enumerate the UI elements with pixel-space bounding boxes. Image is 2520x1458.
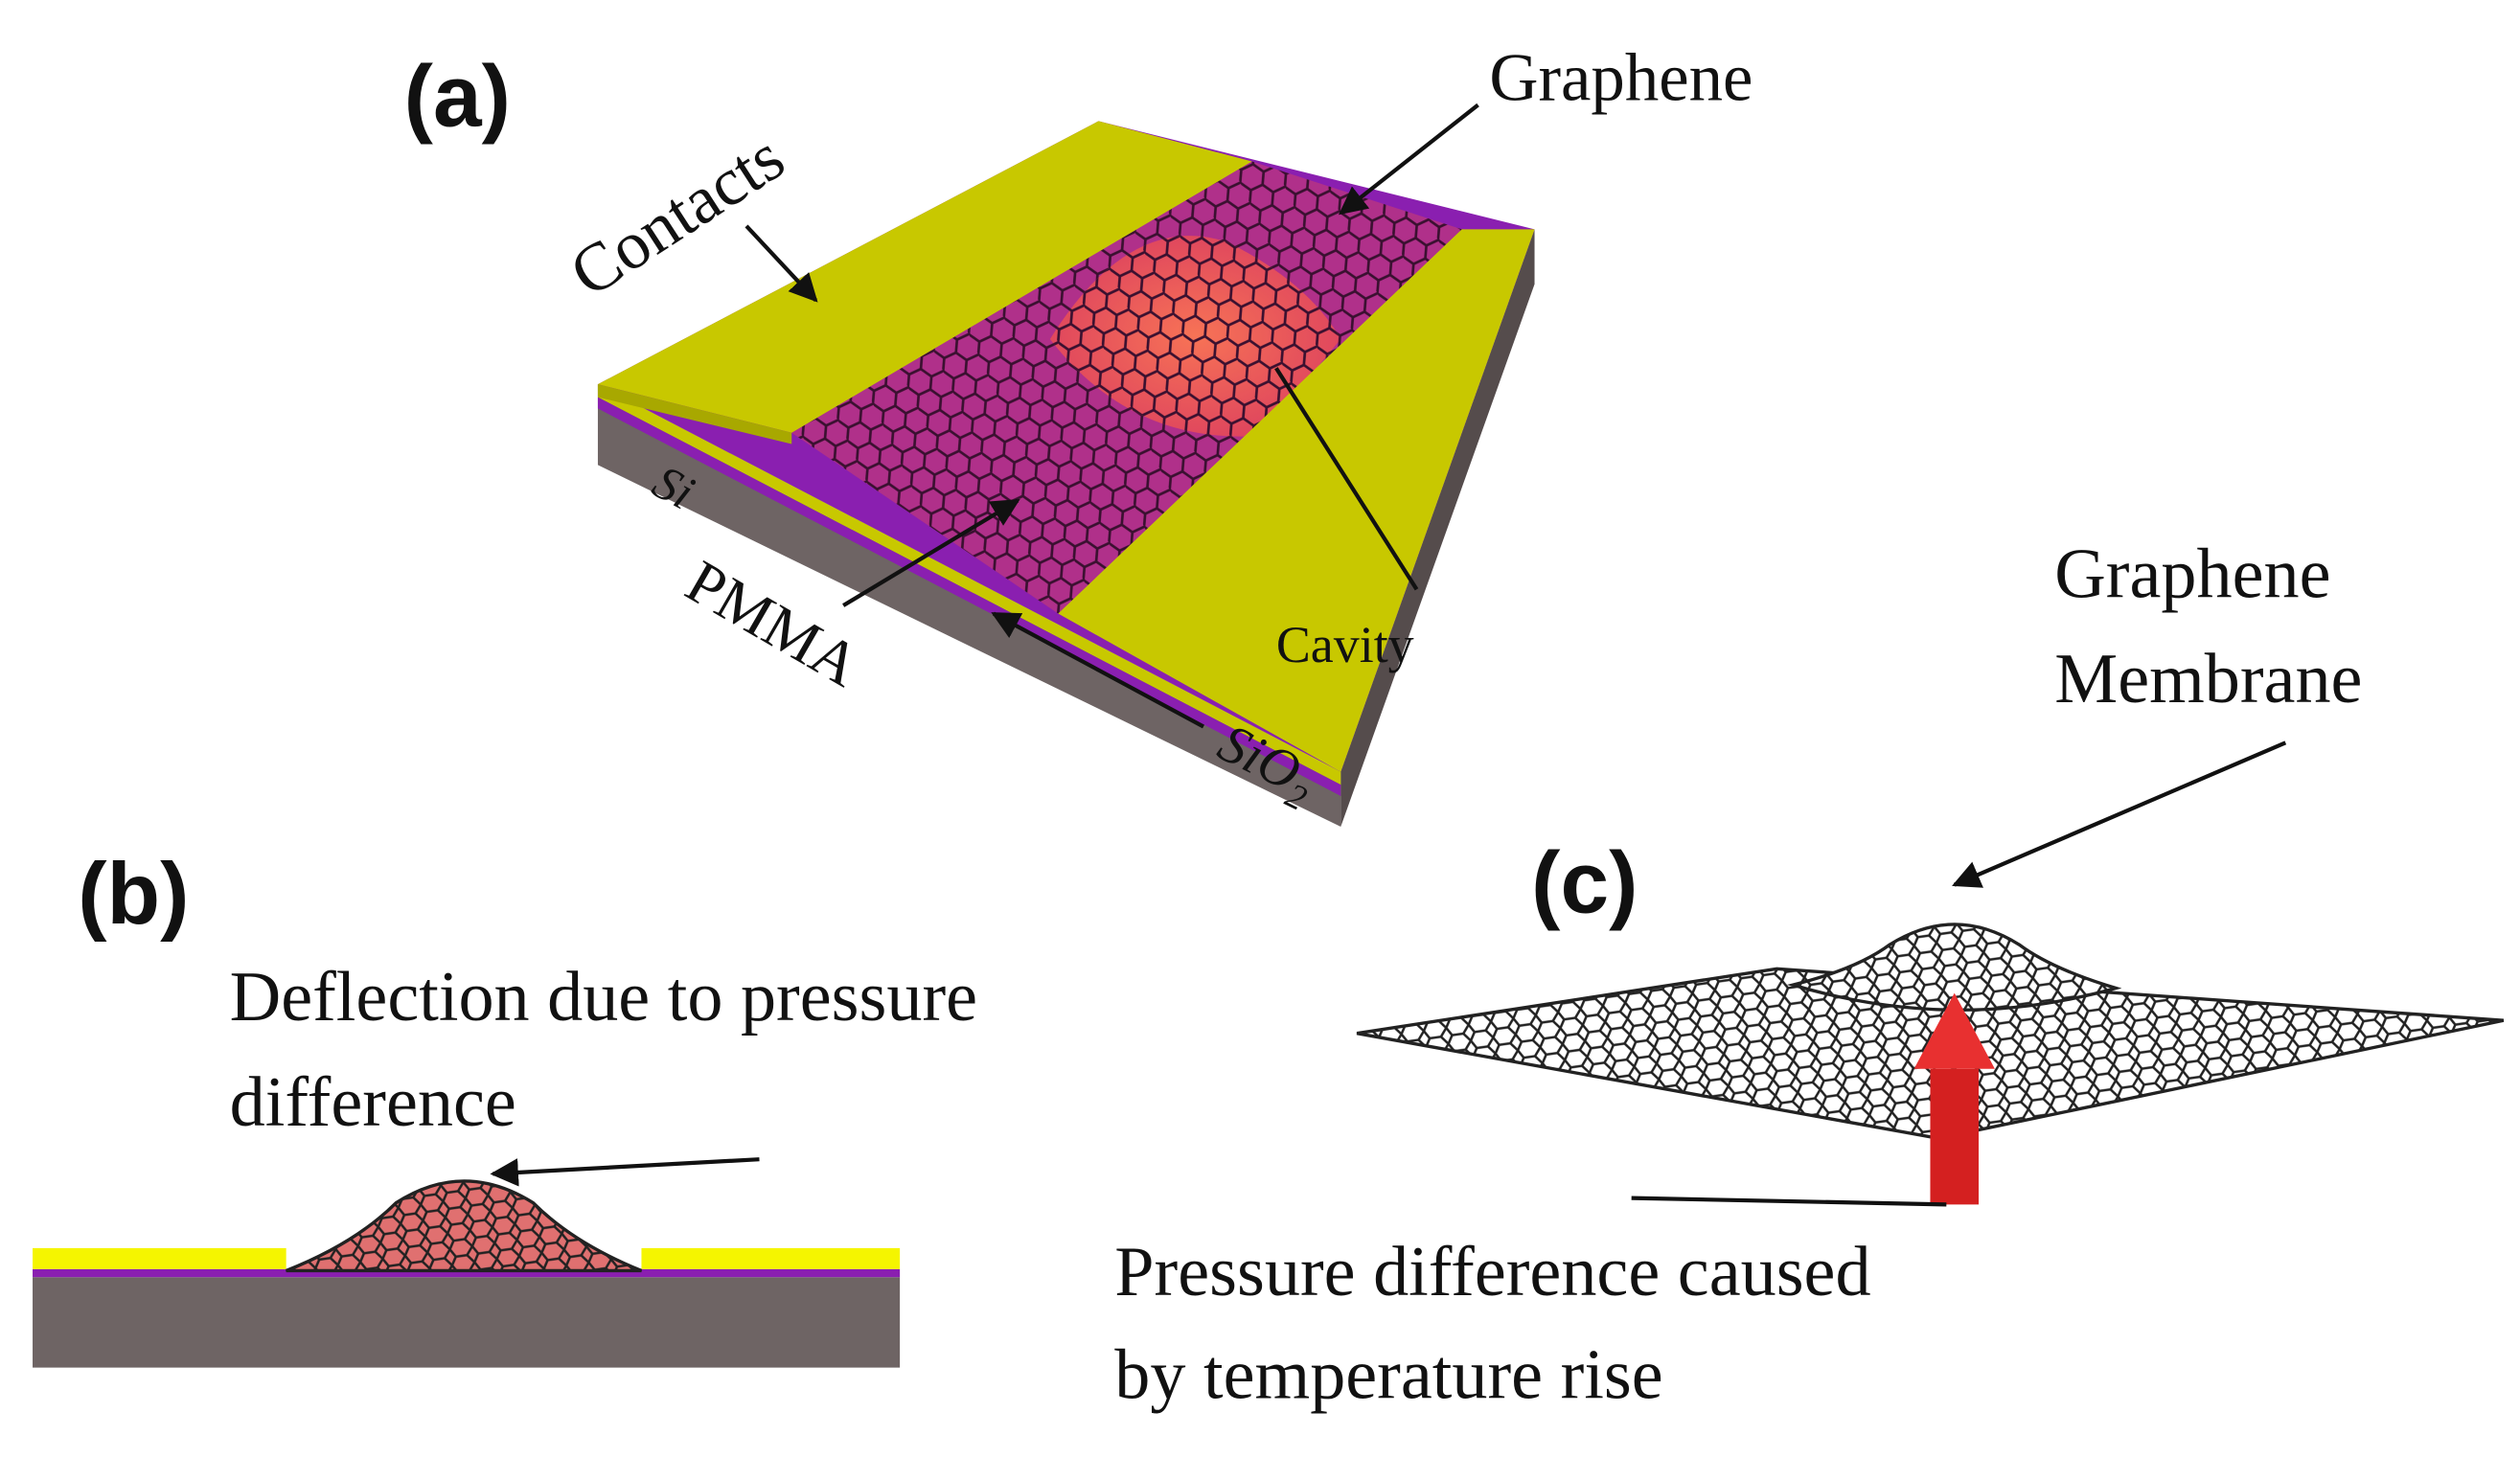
panel-label: (b): [78, 846, 189, 943]
label-contacts: Contacts: [558, 120, 797, 311]
line: [1631, 1196, 1947, 1207]
device-block: [597, 121, 1535, 827]
caption: by temperature rise: [1114, 1336, 1662, 1415]
label-membrane: Graphene: [2054, 535, 2330, 614]
arrow: [991, 611, 1205, 729]
arrow: [842, 498, 1020, 607]
membrane: [1356, 923, 2505, 1205]
arrow: [1952, 740, 2287, 888]
panel-label: (c): [1531, 834, 1638, 931]
label-cavity: Cavity: [1276, 616, 1414, 673]
caption: difference: [230, 1063, 516, 1142]
line: [1274, 367, 1419, 591]
arrow: [490, 1157, 760, 1187]
label-membrane: Membrane: [2054, 640, 2362, 718]
cross-section: [33, 1179, 901, 1368]
caption: Pressure difference caused: [1114, 1233, 1870, 1311]
arrow: [1338, 103, 1479, 216]
label-graphene: Graphene: [1489, 41, 1753, 116]
caption: Deflection due to pressure: [230, 958, 977, 1037]
arrow: [745, 224, 818, 303]
panel-label: (a): [404, 48, 511, 145]
